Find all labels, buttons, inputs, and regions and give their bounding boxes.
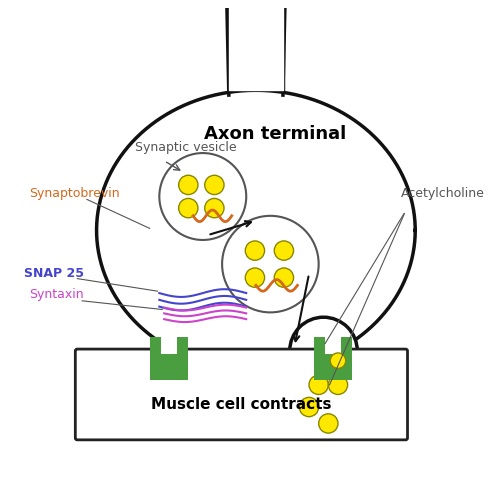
Circle shape	[290, 317, 358, 385]
Circle shape	[309, 375, 328, 394]
Circle shape	[274, 241, 293, 260]
Text: Synaptobrevin: Synaptobrevin	[29, 186, 120, 199]
Text: SNAP 25: SNAP 25	[24, 267, 84, 280]
Circle shape	[160, 153, 246, 240]
Circle shape	[222, 216, 318, 313]
Circle shape	[246, 268, 264, 287]
Circle shape	[178, 198, 198, 218]
Circle shape	[330, 353, 345, 369]
Text: Syntaxin: Syntaxin	[29, 288, 84, 301]
FancyBboxPatch shape	[76, 349, 407, 440]
Circle shape	[246, 241, 264, 260]
Circle shape	[274, 268, 293, 287]
Bar	[326, 337, 341, 354]
Circle shape	[318, 414, 338, 433]
Circle shape	[204, 175, 224, 195]
Text: Muscle cell contracts: Muscle cell contracts	[151, 397, 332, 412]
Bar	[314, 337, 352, 380]
Bar	[162, 337, 176, 354]
Text: Axon terminal: Axon terminal	[204, 125, 346, 142]
Circle shape	[328, 375, 347, 394]
Bar	[150, 337, 188, 380]
Circle shape	[178, 175, 198, 195]
Text: Acetylcholine: Acetylcholine	[400, 186, 484, 199]
Circle shape	[204, 198, 224, 218]
Text: Synaptic vesicle: Synaptic vesicle	[135, 141, 237, 154]
Circle shape	[300, 397, 318, 417]
